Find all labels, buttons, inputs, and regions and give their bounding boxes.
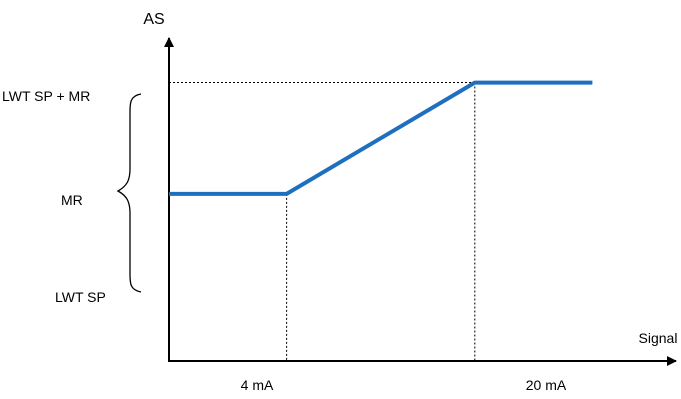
series-line <box>169 80 593 196</box>
y-tick-label-top: LWT SP + MR <box>2 88 90 104</box>
y-axis-label: AS <box>143 11 164 28</box>
x-tick-label-4ma: 4 mA <box>241 377 274 393</box>
mr-brace <box>116 93 142 293</box>
y-tick-label-bottom: LWT SP <box>55 289 106 305</box>
x-axis-label: Signal <box>639 330 678 346</box>
x-tick-label-20ma: 20 mA <box>526 377 567 393</box>
brace-label: MR <box>61 192 83 208</box>
